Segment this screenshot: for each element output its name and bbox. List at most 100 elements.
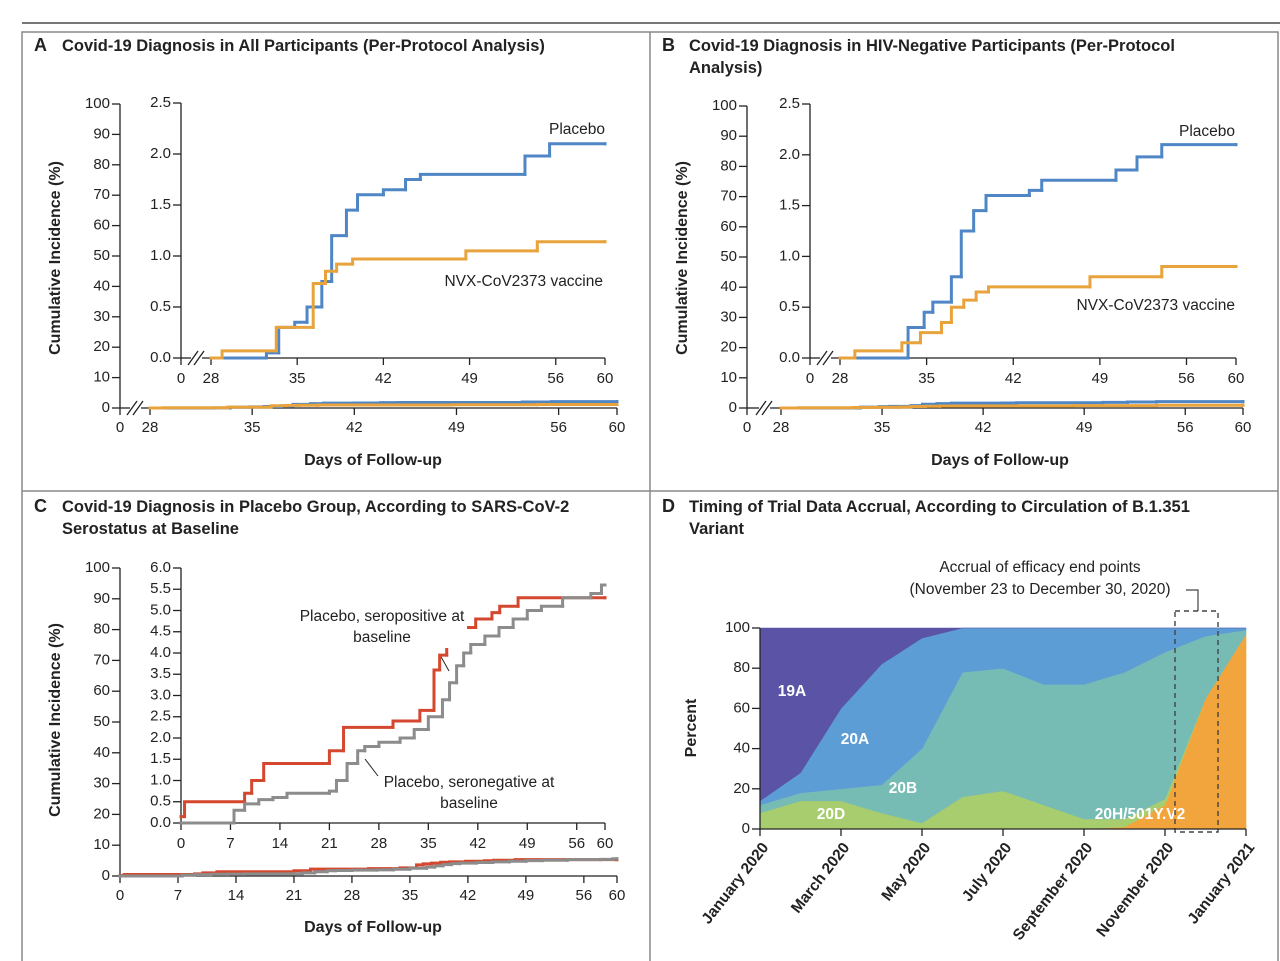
y-tick-label: 5.0 — [150, 601, 171, 618]
x-tick-label: 0 — [743, 419, 751, 436]
y-tick-label: 60 — [720, 218, 737, 235]
step-segment — [274, 325, 315, 353]
y-tick-label: 10 — [93, 836, 110, 853]
step-segment — [424, 865, 437, 870]
step-segment — [183, 800, 247, 819]
series-label: NVX-CoV2373 vaccine — [444, 273, 603, 290]
y-tick-label: 2.5 — [779, 95, 800, 112]
x-tick-label: 42 — [460, 887, 477, 904]
step-segment — [474, 617, 494, 629]
series-label: 20D — [817, 806, 845, 823]
step-segment — [441, 863, 453, 868]
step-segment — [377, 740, 402, 748]
series-label: 20B — [889, 780, 917, 797]
x-tick-label: 49 — [1092, 370, 1109, 387]
y-tick-label: 0.0 — [150, 349, 171, 366]
x-tick-label: 35 — [420, 835, 437, 852]
step-segment — [408, 866, 428, 871]
x-tick-label: 42 — [375, 370, 392, 387]
x-tick-label: 49 — [461, 370, 478, 387]
step-segment — [462, 651, 473, 668]
x-tick-label: September 2020 — [1010, 840, 1097, 944]
step-segment — [277, 325, 297, 355]
step-segment — [412, 728, 430, 740]
x-tick-label: January 2020 — [698, 840, 772, 928]
x-tick-label: 28 — [371, 835, 388, 852]
step-segment — [391, 719, 422, 729]
y-tick-label: 4.5 — [150, 623, 171, 640]
axis-break — [816, 350, 828, 366]
step-segment — [351, 257, 468, 266]
x-tick-label: 60 — [1228, 370, 1245, 387]
step-segment — [232, 808, 247, 825]
y-tick-label: 80 — [93, 156, 110, 173]
y-tick-label: 20 — [733, 780, 750, 797]
x-tick-label: 49 — [518, 887, 535, 904]
y-tick-label: 6.0 — [150, 559, 171, 576]
step-segment — [1027, 188, 1044, 197]
step-segment — [949, 305, 966, 324]
step-segment — [180, 873, 197, 878]
step-segment — [561, 596, 593, 608]
step-segment — [225, 405, 273, 410]
x-tick-label: May 2020 — [879, 840, 935, 905]
step-segment — [464, 249, 539, 261]
step-segment — [398, 736, 416, 744]
y-tick-label: 90 — [93, 590, 110, 607]
step-segment — [565, 858, 602, 862]
step-segment — [356, 193, 385, 212]
x-tick-label: 35 — [289, 370, 306, 387]
y-tick-label: 60 — [93, 682, 110, 699]
step-segment — [1135, 155, 1164, 172]
y-tick-label: 3.0 — [150, 686, 171, 703]
y-axis-label: Cumulative Incidence (%) — [674, 161, 691, 355]
y-tick-label: 80 — [93, 621, 110, 638]
annotation: (November 23 to December 30, 2020) — [909, 581, 1171, 598]
y-tick-label: 4.0 — [150, 644, 171, 661]
x-tick-label: 35 — [402, 887, 419, 904]
step-segment — [438, 653, 449, 672]
y-tick-label: 2.0 — [779, 146, 800, 163]
y-tick-label: 70 — [93, 186, 110, 203]
series-label: Placebo — [549, 121, 605, 138]
y-tick-label: 1.5 — [150, 750, 171, 767]
series-label: Placebo, seronegative at baseline — [382, 772, 556, 814]
step-segment — [325, 869, 337, 874]
step-segment — [1160, 265, 1238, 279]
y-tick-label: 60 — [733, 699, 750, 716]
panel-title: Timing of Trial Data Accrual, According … — [689, 498, 1190, 538]
y-axis-label: Cumulative Incidence (%) — [47, 623, 64, 817]
step-segment — [313, 870, 329, 875]
y-tick-label: 10 — [93, 369, 110, 386]
x-axis-label: Days of Follow-up — [304, 452, 442, 469]
y-tick-label: 70 — [93, 651, 110, 668]
y-tick-label: 1.0 — [150, 247, 171, 264]
panel-title: Covid-19 Diagnosis in HIV-Negative Parti… — [689, 37, 1175, 77]
x-tick-label: 60 — [609, 419, 626, 436]
y-tick-label: 50 — [93, 713, 110, 730]
step-segment — [448, 681, 459, 702]
step-segment — [474, 860, 495, 865]
step-segment — [344, 208, 360, 238]
x-tick-label: 42 — [346, 419, 363, 436]
step-segment — [300, 871, 317, 876]
series-label: 20A — [841, 731, 869, 748]
y-tick-label: 0 — [102, 867, 110, 884]
x-tick-label: 60 — [609, 887, 626, 904]
step-segment — [974, 290, 990, 302]
axis-break — [761, 400, 773, 416]
y-tick-label: 20 — [93, 338, 110, 355]
step-segment — [250, 779, 266, 795]
x-tick-label: 56 — [576, 887, 593, 904]
y-axis-label: Cumulative Incidence (%) — [47, 161, 64, 355]
axis-break — [755, 400, 767, 416]
step-segment — [1114, 168, 1139, 182]
y-tick-label: 1.0 — [150, 771, 171, 788]
step-segment — [548, 142, 607, 158]
y-tick-label: 0.5 — [150, 793, 171, 810]
step-segment — [421, 862, 433, 867]
y-tick-label: 0 — [729, 399, 737, 416]
step-segment — [305, 305, 324, 324]
y-tick-label: 1.5 — [150, 196, 171, 213]
y-tick-label: 0.0 — [779, 349, 800, 366]
